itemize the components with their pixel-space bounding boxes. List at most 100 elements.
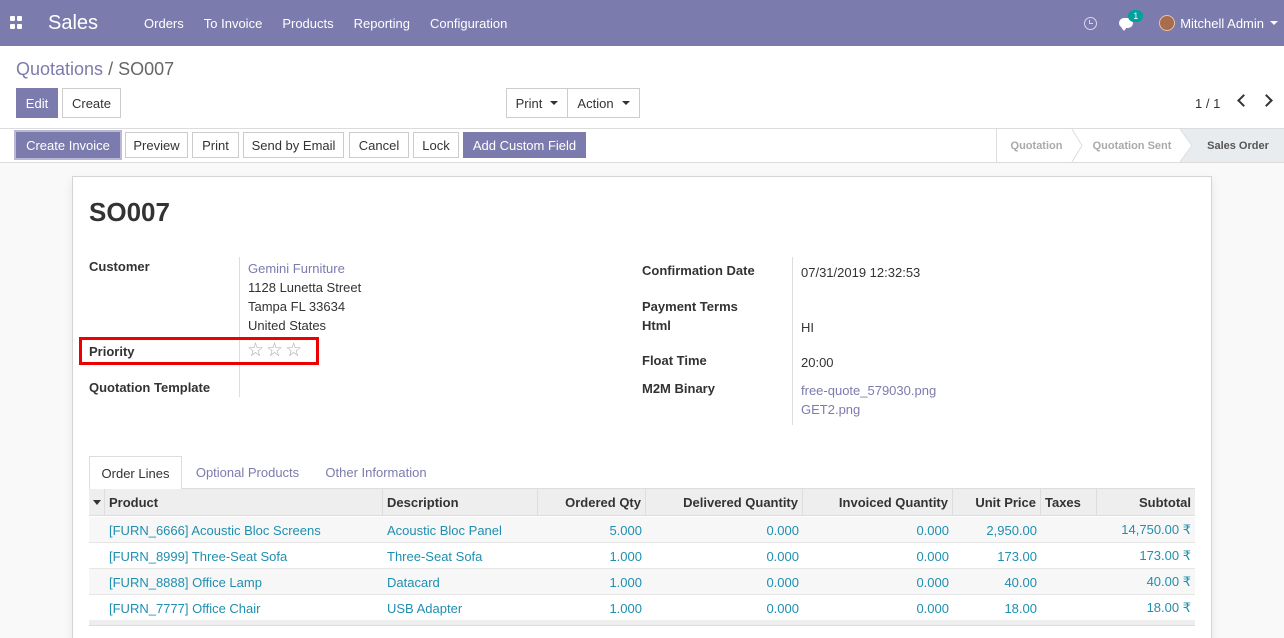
- cancel-button[interactable]: Cancel: [349, 132, 409, 158]
- action-dropdown[interactable]: Action: [567, 88, 640, 118]
- cell-delivered-qty[interactable]: 0.000: [766, 548, 799, 564]
- breadcrumb: Quotations / SO007: [16, 59, 174, 80]
- cell-unit-price[interactable]: 40.00: [1004, 574, 1037, 590]
- action-dropdown-label: Action: [577, 95, 614, 111]
- print-button[interactable]: Print: [192, 132, 239, 158]
- cell-invoiced-qty[interactable]: 0.000: [916, 522, 949, 538]
- m2m-file-link[interactable]: GET2.png: [801, 402, 861, 417]
- quotation-template-label: Quotation Template: [89, 380, 211, 395]
- cell-ordered-qty[interactable]: 1.000: [609, 600, 642, 616]
- cell-description[interactable]: Three-Seat Sofa: [387, 548, 483, 564]
- cell-ordered-qty[interactable]: 1.000: [609, 574, 642, 590]
- table-row[interactable]: [FURN_7777] Office Chair USB Adapter 1.0…: [89, 595, 1195, 621]
- print-dropdown-label: Print: [515, 95, 543, 111]
- table-row[interactable]: [FURN_8999] Three-Seat Sofa Three-Seat S…: [89, 543, 1195, 569]
- star-icon[interactable]: ☆: [266, 340, 284, 361]
- menu-orders[interactable]: Orders: [144, 15, 184, 31]
- cell-delivered-qty[interactable]: 0.000: [766, 574, 799, 590]
- cell-delivered-qty[interactable]: 0.000: [766, 600, 799, 616]
- cell-subtotal[interactable]: 18.00 ₹: [1146, 600, 1191, 615]
- cell-subtotal[interactable]: 40.00 ₹: [1146, 574, 1191, 589]
- star-icon[interactable]: ☆: [285, 340, 303, 361]
- print-dropdown[interactable]: Print: [506, 88, 568, 118]
- customer-link[interactable]: Gemini Furniture: [248, 261, 345, 276]
- cell-description[interactable]: USB Adapter: [387, 600, 463, 616]
- pager-previous-icon[interactable]: [1237, 94, 1250, 107]
- cell-ordered-qty[interactable]: 1.000: [609, 548, 642, 564]
- preview-button[interactable]: Preview: [125, 132, 188, 158]
- create-button[interactable]: Create: [62, 88, 121, 118]
- menu-reporting[interactable]: Reporting: [353, 15, 410, 31]
- cell-product[interactable]: [FURN_7777] Office Chair: [109, 600, 261, 616]
- column-unit-price[interactable]: Unit Price: [953, 489, 1041, 516]
- user-name[interactable]: Mitchell Admin: [1180, 15, 1264, 31]
- menu-to-invoice[interactable]: To Invoice: [203, 15, 263, 31]
- cell-description[interactable]: Acoustic Bloc Panel: [387, 522, 502, 538]
- stage-quotation-sent[interactable]: Quotation Sent: [1092, 139, 1172, 152]
- payment-terms-label: Payment Terms: [642, 299, 738, 314]
- column-ordered-qty[interactable]: Ordered Qty: [538, 489, 646, 516]
- edit-button[interactable]: Edit: [16, 88, 58, 118]
- confirmation-date-label: Confirmation Date: [642, 263, 755, 278]
- left-group-divider: [239, 257, 240, 397]
- cell-unit-price[interactable]: 2,950.00: [986, 522, 1037, 538]
- cell-ordered-qty[interactable]: 5.000: [609, 522, 642, 538]
- caret-down-icon: [550, 101, 559, 105]
- cell-taxes[interactable]: [1041, 595, 1097, 621]
- cell-taxes[interactable]: [1041, 543, 1097, 569]
- cell-unit-price[interactable]: 18.00: [1004, 600, 1037, 616]
- pager-value[interactable]: 1 / 1: [1195, 96, 1221, 111]
- m2m-binary-label: M2M Binary: [642, 381, 715, 396]
- priority-highlight-box: [79, 337, 319, 365]
- cell-invoiced-qty[interactable]: 0.000: [916, 548, 949, 564]
- table-header: Product Description Ordered Qty Delivere…: [89, 489, 1195, 516]
- column-delivered-quantity[interactable]: Delivered Quantity: [646, 489, 803, 516]
- column-product[interactable]: Product: [105, 489, 383, 516]
- lock-button[interactable]: Lock: [413, 132, 459, 158]
- user-avatar[interactable]: [1159, 15, 1176, 31]
- cell-product[interactable]: [FURN_6666] Acoustic Bloc Screens: [109, 522, 321, 538]
- chevron-down-icon[interactable]: [1270, 21, 1278, 25]
- m2m-file-link[interactable]: free-quote_579030.png: [801, 383, 937, 398]
- tab-order-lines[interactable]: Order Lines: [89, 456, 182, 490]
- stage-sales-order[interactable]: Sales Order: [1192, 129, 1284, 162]
- sort-toggle[interactable]: [89, 489, 105, 516]
- tab-optional-products[interactable]: Optional Products: [195, 465, 300, 480]
- cell-taxes[interactable]: [1041, 517, 1097, 543]
- column-subtotal[interactable]: Subtotal: [1139, 495, 1191, 510]
- cell-invoiced-qty[interactable]: 0.000: [916, 600, 949, 616]
- star-icon[interactable]: ☆: [247, 340, 265, 361]
- customer-address-line1: 1128 Lunetta Street: [248, 280, 362, 295]
- cell-delivered-qty[interactable]: 0.000: [766, 522, 799, 538]
- priority-label: Priority: [89, 344, 135, 359]
- column-description[interactable]: Description: [383, 489, 538, 516]
- stage-arrow-icon: [1071, 129, 1083, 162]
- control-panel: Quotations / SO007 Edit Create Print Act…: [0, 46, 1284, 129]
- cell-unit-price[interactable]: 173.00: [997, 548, 1037, 564]
- cell-description[interactable]: Datacard: [387, 574, 440, 590]
- table-row[interactable]: [FURN_8888] Office Lamp Datacard 1.000 0…: [89, 569, 1195, 595]
- column-taxes[interactable]: Taxes: [1041, 489, 1097, 516]
- activity-clock-icon[interactable]: [1084, 16, 1098, 30]
- app-brand[interactable]: Sales: [48, 11, 99, 34]
- cell-subtotal[interactable]: 14,750.00 ₹: [1121, 522, 1191, 537]
- cell-subtotal[interactable]: 173.00 ₹: [1139, 548, 1191, 563]
- cell-product[interactable]: [FURN_8999] Three-Seat Sofa: [109, 548, 288, 564]
- table-row[interactable]: [FURN_6666] Acoustic Bloc Screens Acoust…: [89, 517, 1195, 543]
- cell-taxes[interactable]: [1041, 569, 1097, 595]
- messaging-menu[interactable]: 1: [1119, 10, 1144, 31]
- cell-invoiced-qty[interactable]: 0.000: [916, 574, 949, 590]
- create-invoice-button[interactable]: Create Invoice: [16, 132, 120, 158]
- menu-configuration[interactable]: Configuration: [430, 15, 508, 31]
- send-by-email-button[interactable]: Send by Email: [243, 132, 344, 158]
- breadcrumb-quotations[interactable]: Quotations: [16, 59, 104, 79]
- menu-products[interactable]: Products: [282, 15, 334, 31]
- priority-stars[interactable]: ☆ ☆ ☆: [247, 341, 304, 360]
- column-invoiced-quantity[interactable]: Invoiced Quantity: [803, 489, 953, 516]
- cell-product[interactable]: [FURN_8888] Office Lamp: [109, 574, 262, 590]
- add-custom-field-button[interactable]: Add Custom Field: [463, 132, 586, 158]
- pager-next-icon[interactable]: [1260, 94, 1273, 107]
- tab-other-information[interactable]: Other Information: [325, 465, 427, 480]
- apps-grid-icon[interactable]: [10, 16, 24, 30]
- stage-quotation[interactable]: Quotation: [996, 129, 1076, 162]
